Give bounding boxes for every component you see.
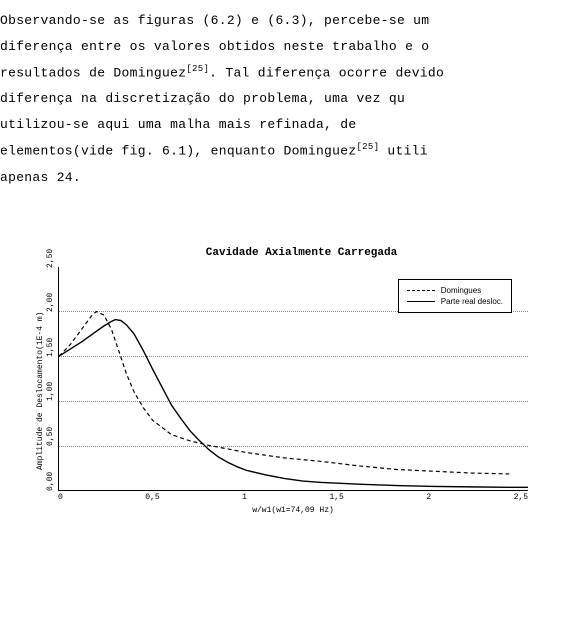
- prose-line: utili: [379, 144, 428, 159]
- x-tick-label: 0: [58, 493, 63, 502]
- y-tick-label: 2,00: [47, 311, 55, 312]
- prose-line: diferença na discretização do problema, …: [0, 91, 405, 106]
- x-tick-label: 1,5: [329, 493, 343, 502]
- citation-sup: [25]: [356, 142, 379, 152]
- x-tick-label: 1: [242, 493, 247, 502]
- citation-sup: [25]: [186, 64, 209, 74]
- y-tick-label: 1,50: [47, 356, 55, 357]
- prose-line: Observando-se as figuras (6.2) e (6.3), …: [0, 13, 429, 28]
- series-domingues: [59, 311, 509, 473]
- x-axis-ticks: 0 0,5 1 1,5 2 2,5: [58, 493, 528, 502]
- legend-label: Parte real desloc.: [441, 297, 503, 306]
- y-tick-label: 0,00: [47, 490, 55, 491]
- y-tick-label: 0,50: [47, 445, 55, 446]
- legend-swatch: [407, 290, 435, 291]
- prose-line: . Tal diferença ocorre devido: [209, 65, 444, 80]
- plot-area: Domingues Parte real desloc.: [58, 267, 528, 491]
- legend-row: Parte real desloc.: [407, 297, 503, 306]
- prose-line: utilizou-se aqui uma malha mais refinada…: [0, 117, 356, 132]
- y-tick-label: 1,00: [47, 400, 55, 401]
- legend-label: Domingues: [441, 286, 481, 295]
- x-axis-label: w/w1(w1=74,09 Hz): [58, 506, 528, 515]
- x-tick-label: 2,5: [514, 493, 528, 502]
- x-tick-label: 2: [426, 493, 431, 502]
- chart-container: Cavidade Axialmente Carregada Amplitude …: [0, 247, 573, 515]
- x-tick-label: 0,5: [145, 493, 159, 502]
- prose-line: apenas 24.: [0, 170, 81, 185]
- chart-title: Cavidade Axialmente Carregada: [36, 247, 567, 259]
- legend-swatch: [407, 301, 435, 302]
- chart-legend: Domingues Parte real desloc.: [398, 279, 512, 313]
- y-axis-ticks: 2,50 2,00 1,50 1,00 0,50 0,00: [47, 267, 58, 491]
- prose-line: diferença entre os valores obtidos neste…: [0, 39, 429, 54]
- paragraph: Observando-se as figuras (6.2) e (6.3), …: [0, 8, 573, 191]
- legend-row: Domingues: [407, 286, 503, 295]
- prose-line: resultados de Dominguez: [0, 65, 186, 80]
- plot-and-x: Domingues Parte real desloc. 0 0,5 1 1,5 2 2,5…: [58, 267, 528, 515]
- y-axis-label: Amplitude de Deslocamento(1E-4 m): [36, 267, 45, 515]
- series-parte-real-desloc.: [59, 319, 528, 487]
- y-tick-label: 2,50: [47, 267, 55, 268]
- prose-line: elementos(vide fig. 6.1), enquanto Domin…: [0, 144, 356, 159]
